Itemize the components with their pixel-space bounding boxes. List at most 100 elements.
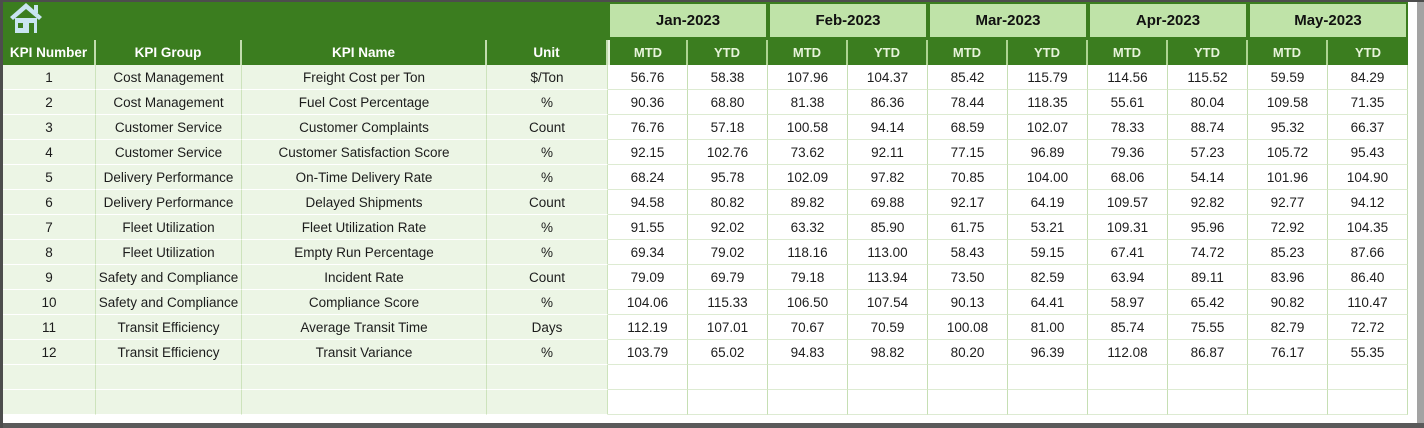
cell-value[interactable]: 112.08 [1088,340,1168,365]
cell-kpi-name[interactable]: Average Transit Time [242,315,487,340]
cell-value[interactable]: 91.55 [608,215,688,240]
col-header-kpi-group[interactable]: KPI Group [96,40,242,65]
cell-value[interactable]: 58.43 [928,240,1008,265]
subheader-jan-mtd[interactable]: MTD [608,40,688,65]
cell-kpi-name[interactable] [242,390,487,415]
cell-value[interactable] [688,390,768,415]
cell-kpi-number[interactable]: 8 [3,240,96,265]
cell-kpi-number[interactable]: 6 [3,190,96,215]
cell-value[interactable]: 81.00 [1008,315,1088,340]
cell-value[interactable]: 104.00 [1008,165,1088,190]
cell-value[interactable]: 118.16 [768,240,848,265]
cell-value[interactable]: 105.72 [1248,140,1328,165]
cell-value[interactable]: 94.14 [848,115,928,140]
cell-kpi-name[interactable]: Customer Complaints [242,115,487,140]
cell-value[interactable]: 103.79 [608,340,688,365]
cell-value[interactable]: 55.35 [1328,340,1408,365]
cell-kpi-name[interactable]: Fuel Cost Percentage [242,90,487,115]
cell-unit[interactable]: % [487,340,608,365]
cell-kpi-group[interactable]: Customer Service [96,115,242,140]
cell-kpi-number[interactable]: 5 [3,165,96,190]
cell-kpi-name[interactable]: Compliance Score [242,290,487,315]
cell-kpi-number[interactable]: 2 [3,90,96,115]
cell-value[interactable]: 106.50 [768,290,848,315]
cell-value[interactable]: 73.50 [928,265,1008,290]
cell-value[interactable]: 94.58 [608,190,688,215]
cell-kpi-group[interactable]: Fleet Utilization [96,215,242,240]
col-header-unit[interactable]: Unit [487,40,608,65]
cell-value[interactable]: 92.15 [608,140,688,165]
month-header-apr[interactable]: Apr-2023 [1088,2,1248,40]
cell-value[interactable]: 113.00 [848,240,928,265]
cell-kpi-group[interactable]: Safety and Compliance [96,265,242,290]
cell-value[interactable]: 115.79 [1008,65,1088,90]
cell-kpi-name[interactable]: Incident Rate [242,265,487,290]
cell-value[interactable]: 81.38 [768,90,848,115]
cell-unit[interactable]: % [487,165,608,190]
cell-value[interactable]: 78.33 [1088,115,1168,140]
cell-kpi-number[interactable]: 10 [3,290,96,315]
cell-value[interactable]: 65.42 [1168,290,1248,315]
cell-value[interactable]: 79.36 [1088,140,1168,165]
cell-value[interactable]: 86.87 [1168,340,1248,365]
cell-value[interactable]: 69.34 [608,240,688,265]
cell-value[interactable]: 59.15 [1008,240,1088,265]
cell-value[interactable]: 112.19 [608,315,688,340]
cell-kpi-group[interactable]: Cost Management [96,90,242,115]
col-header-kpi-name[interactable]: KPI Name [242,40,487,65]
cell-value[interactable]: 66.37 [1328,115,1408,140]
cell-kpi-name[interactable]: Empty Run Percentage [242,240,487,265]
cell-value[interactable]: 74.72 [1168,240,1248,265]
cell-value[interactable] [1168,390,1248,415]
cell-value[interactable]: 100.58 [768,115,848,140]
cell-kpi-name[interactable]: Customer Satisfaction Score [242,140,487,165]
cell-value[interactable]: 80.04 [1168,90,1248,115]
cell-value[interactable] [1328,390,1408,415]
cell-value[interactable] [848,365,928,390]
cell-value[interactable]: 113.94 [848,265,928,290]
cell-value[interactable]: 79.09 [608,265,688,290]
subheader-mar-ytd[interactable]: YTD [1008,40,1088,65]
subheader-feb-mtd[interactable]: MTD [768,40,848,65]
cell-value[interactable]: 70.67 [768,315,848,340]
cell-kpi-group[interactable]: Transit Efficiency [96,340,242,365]
cell-value[interactable] [1168,365,1248,390]
cell-value[interactable]: 83.96 [1248,265,1328,290]
cell-value[interactable]: 102.07 [1008,115,1088,140]
col-header-kpi-number[interactable]: KPI Number [3,40,96,65]
subheader-mar-mtd[interactable]: MTD [928,40,1008,65]
month-header-jan[interactable]: Jan-2023 [608,2,768,40]
cell-value[interactable]: 107.96 [768,65,848,90]
cell-value[interactable]: 85.42 [928,65,1008,90]
cell-value[interactable]: 77.15 [928,140,1008,165]
cell-value[interactable]: 84.29 [1328,65,1408,90]
cell-value[interactable]: 92.02 [688,215,768,240]
month-header-feb[interactable]: Feb-2023 [768,2,928,40]
cell-value[interactable]: 118.35 [1008,90,1088,115]
cell-kpi-group[interactable]: Delivery Performance [96,190,242,215]
cell-unit[interactable]: Count [487,190,608,215]
cell-value[interactable]: 78.44 [928,90,1008,115]
cell-value[interactable]: 86.36 [848,90,928,115]
cell-value[interactable]: 104.90 [1328,165,1408,190]
cell-value[interactable] [608,390,688,415]
cell-value[interactable]: 109.58 [1248,90,1328,115]
cell-value[interactable]: 68.24 [608,165,688,190]
cell-kpi-name[interactable]: On-Time Delivery Rate [242,165,487,190]
subheader-jan-ytd[interactable]: YTD [688,40,768,65]
cell-kpi-number[interactable] [3,365,96,390]
cell-value[interactable]: 89.11 [1168,265,1248,290]
cell-value[interactable]: 58.97 [1088,290,1168,315]
cell-value[interactable] [928,365,1008,390]
cell-value[interactable]: 70.85 [928,165,1008,190]
cell-value[interactable]: 72.72 [1328,315,1408,340]
cell-unit[interactable]: % [487,140,608,165]
cell-kpi-number[interactable]: 4 [3,140,96,165]
cell-kpi-name[interactable]: Delayed Shipments [242,190,487,215]
home-button[interactable] [8,2,44,37]
cell-unit[interactable]: Count [487,265,608,290]
subheader-apr-mtd[interactable]: MTD [1088,40,1168,65]
cell-value[interactable]: 88.74 [1168,115,1248,140]
cell-kpi-group[interactable]: Safety and Compliance [96,290,242,315]
cell-value[interactable]: 92.77 [1248,190,1328,215]
